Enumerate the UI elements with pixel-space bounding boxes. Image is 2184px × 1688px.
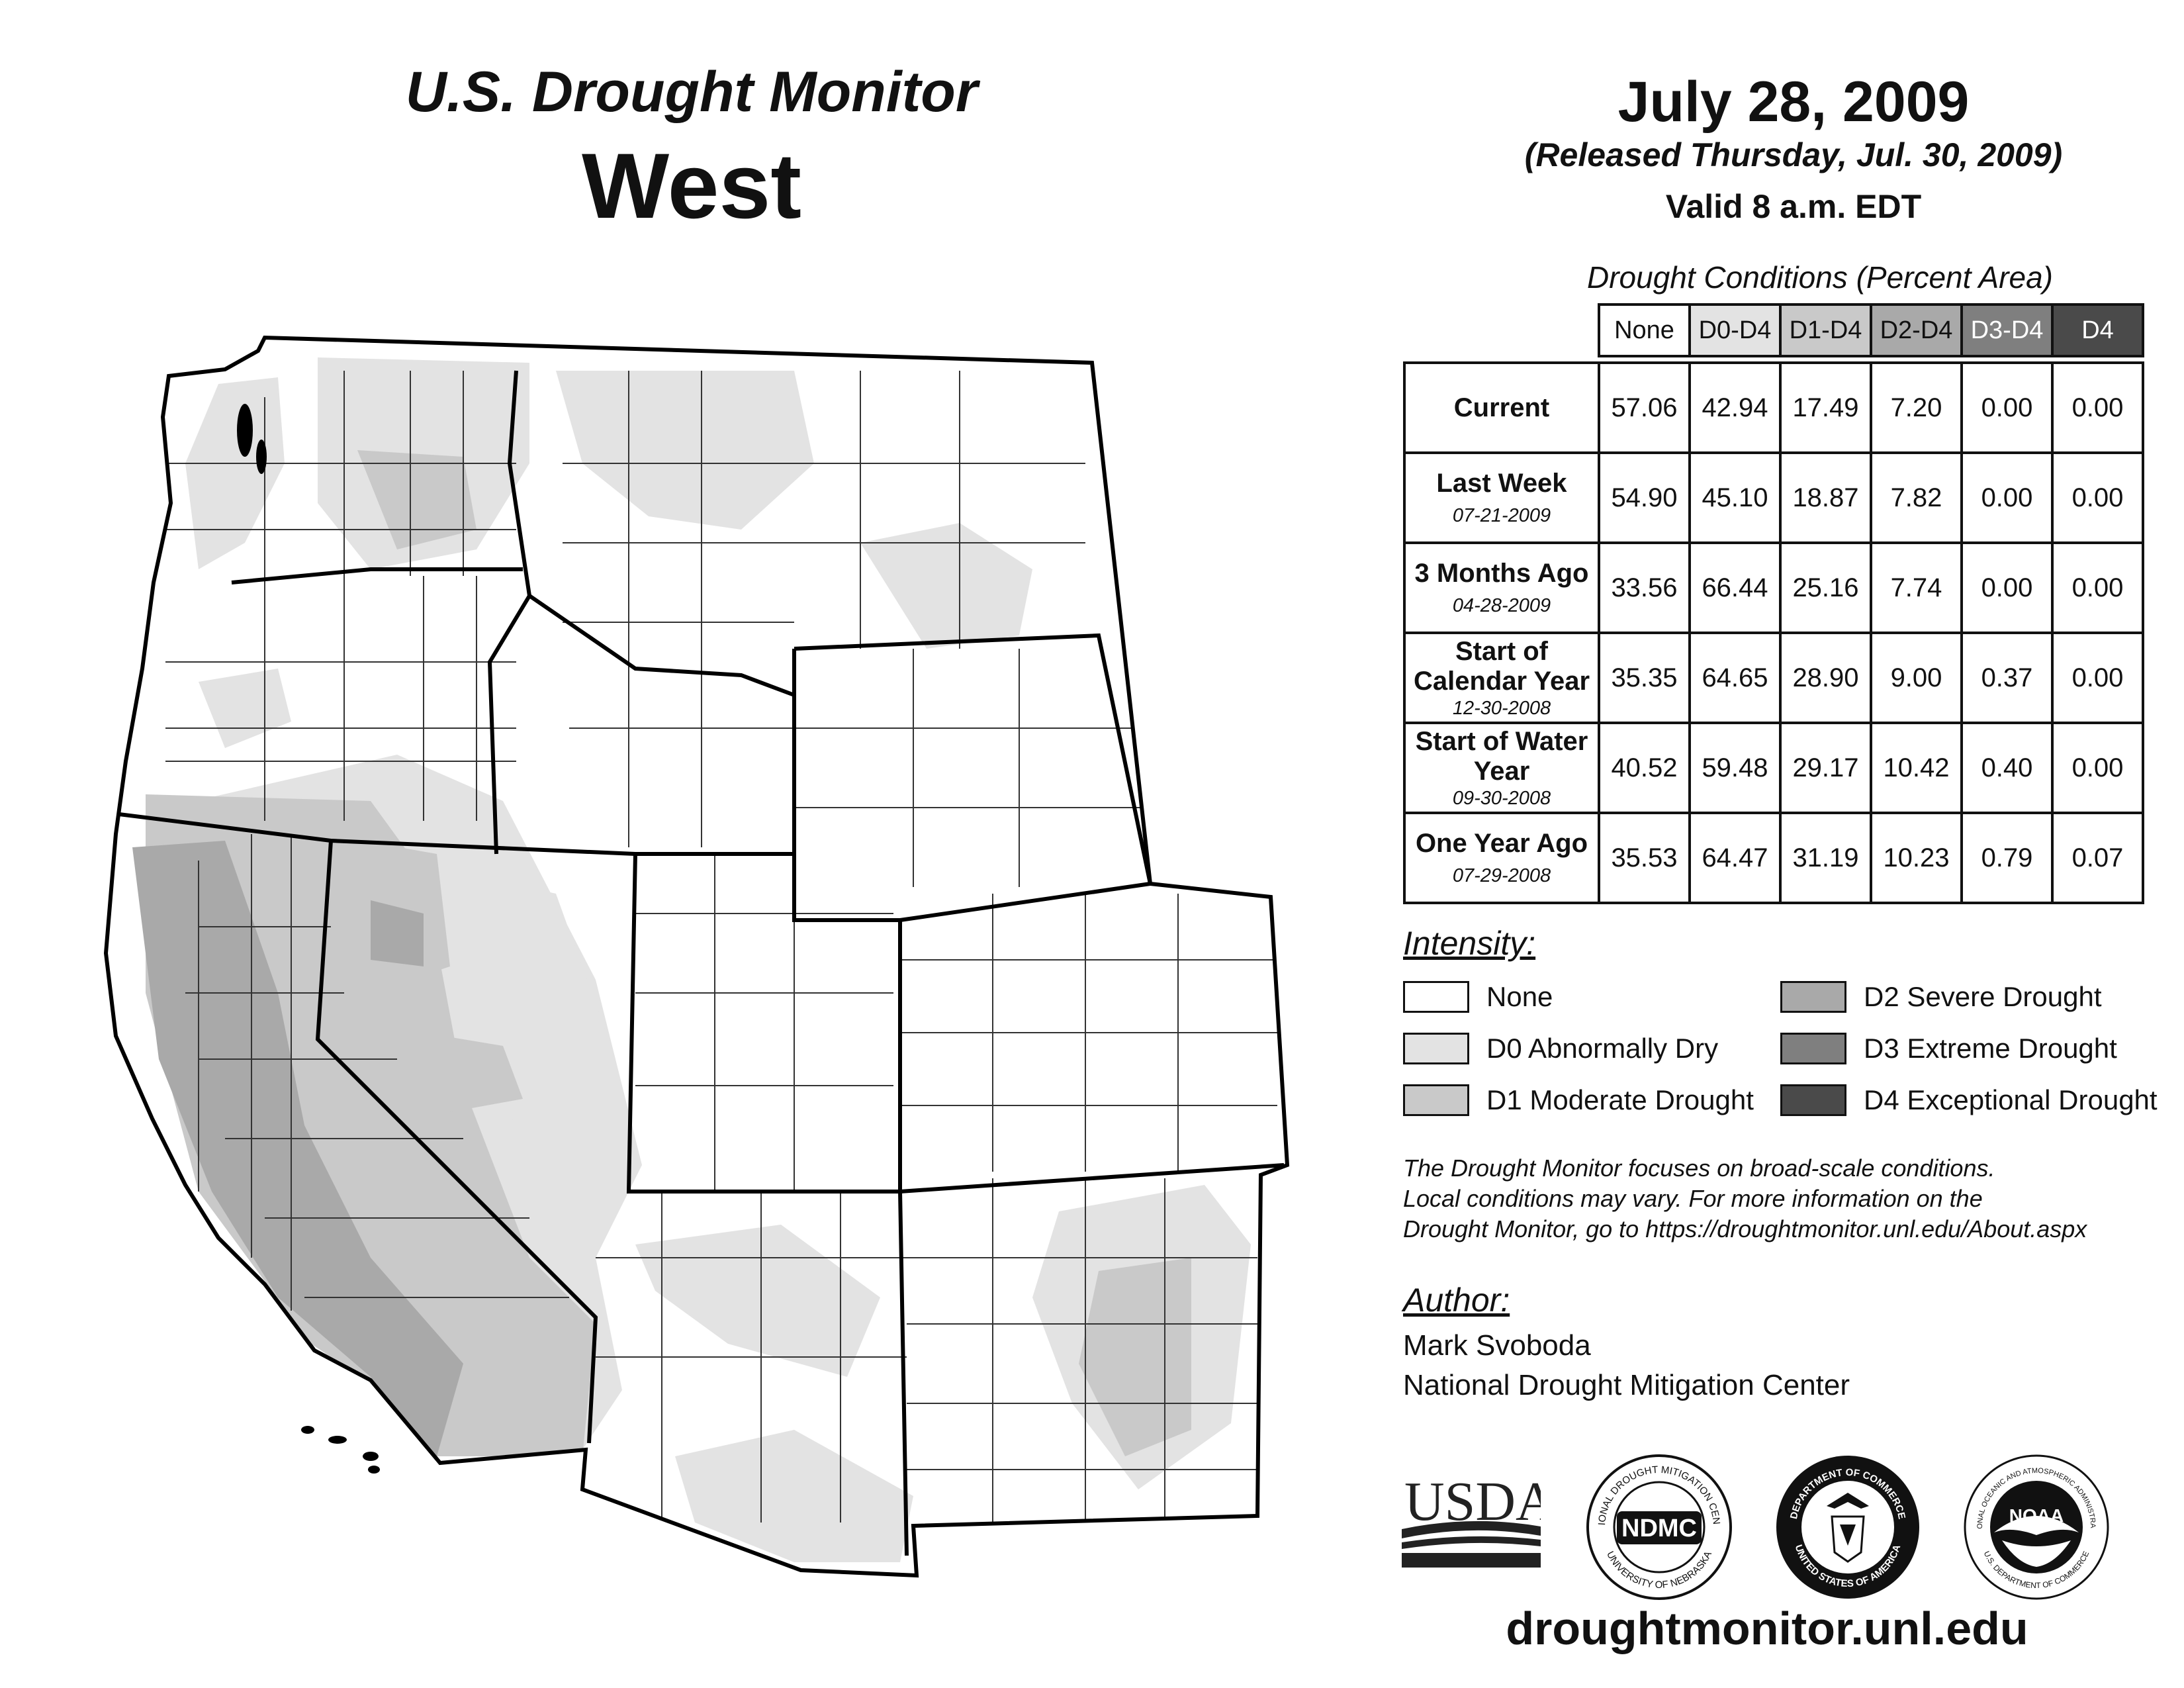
- cell: 0.40: [1960, 722, 2054, 814]
- col-header: D4: [2051, 303, 2144, 357]
- drought-conditions-table: None D0-D4 D1-D4 D2-D4 D3-D4 D4 Current …: [1403, 303, 2144, 904]
- row-label: Current: [1403, 361, 1600, 454]
- cell: 17.49: [1779, 361, 1872, 454]
- cell: 54.90: [1598, 451, 1691, 544]
- map-date: July 28, 2009: [1617, 70, 1970, 134]
- legend-swatch: [1403, 981, 1469, 1013]
- cell: 7.82: [1870, 451, 1963, 544]
- col-header: D1-D4: [1779, 303, 1872, 357]
- cell: 9.00: [1870, 632, 1963, 724]
- disclaimer-text: The Drought Monitor focuses on broad-sca…: [1403, 1154, 2087, 1243]
- usda-logo: USDA: [1402, 1471, 1541, 1568]
- table-row: Start of Calendar Year 12-30-2008 35.35 6…: [1403, 632, 2144, 724]
- cell: 0.00: [2051, 361, 2144, 454]
- author-name: Mark Svoboda: [1403, 1329, 1591, 1362]
- cell: 57.06: [1598, 361, 1691, 454]
- table-row: Start of Water Year 09-30-2008 40.52 59.4…: [1403, 722, 2144, 814]
- state-boundaries: [103, 335, 1290, 1578]
- legend-item-d2: D2 Severe Drought: [1780, 980, 2102, 1014]
- noaa-logo-text: NOAA: [2009, 1505, 2064, 1526]
- cell: 10.23: [1870, 812, 1963, 904]
- row-label: 3 Months Ago 04-28-2009: [1403, 541, 1600, 634]
- cell: 66.44: [1688, 541, 1782, 634]
- cell: 0.00: [2051, 632, 2144, 724]
- row-label: Last Week 07-21-2009: [1403, 451, 1600, 544]
- cell: 0.07: [2051, 812, 2144, 904]
- table-row: Current 57.06 42.94 17.49 7.20 0.00 0.00: [1403, 361, 2144, 454]
- cell: 0.00: [1960, 361, 2054, 454]
- cell: 0.00: [2051, 722, 2144, 814]
- col-header: D3-D4: [1960, 303, 2054, 357]
- table-row: One Year Ago 07-29-2008 35.53 64.47 31.19…: [1403, 812, 2144, 904]
- cell: 40.52: [1598, 722, 1691, 814]
- cell: 35.53: [1598, 812, 1691, 904]
- cell: 64.47: [1688, 812, 1782, 904]
- legend-title: Intensity:: [1403, 925, 1536, 962]
- coastal-islands: [237, 404, 380, 1474]
- cell: 28.90: [1779, 632, 1872, 724]
- cell: 45.10: [1688, 451, 1782, 544]
- legend-item-d4: D4 Exceptional Drought: [1780, 1083, 2158, 1117]
- table-row: 3 Months Ago 04-28-2009 33.56 66.44 25.16…: [1403, 541, 2144, 634]
- legend-swatch: [1780, 1084, 1846, 1116]
- row-label: Start of Calendar Year 12-30-2008: [1403, 632, 1600, 724]
- cell: 18.87: [1779, 451, 1872, 544]
- cell: 0.37: [1960, 632, 2054, 724]
- legend-swatch: [1403, 1033, 1469, 1064]
- d2-areas: [132, 841, 463, 1456]
- commerce-logo: DEPARTMENT OF COMMERCE UNITED STATES OF …: [1776, 1456, 1919, 1599]
- cell: 59.48: [1688, 722, 1782, 814]
- table-caption: Drought Conditions (Percent Area): [1587, 260, 2053, 295]
- row-label: Start of Water Year 09-30-2008: [1403, 722, 1600, 814]
- legend-item-d3: D3 Extreme Drought: [1780, 1031, 2117, 1066]
- legend-swatch: [1403, 1084, 1469, 1116]
- cell: 0.00: [2051, 451, 2144, 544]
- cell: 42.94: [1688, 361, 1782, 454]
- author-org: National Drought Mitigation Center: [1403, 1369, 1850, 1401]
- cell: 25.16: [1779, 541, 1872, 634]
- cell: 29.17: [1779, 722, 1872, 814]
- map-title: U.S. Drought Monitor: [405, 60, 978, 124]
- cell: 7.20: [1870, 361, 1963, 454]
- release-date: (Released Thursday, Jul. 30, 2009): [1524, 136, 2063, 173]
- cell: 7.74: [1870, 541, 1963, 634]
- legend-swatch: [1780, 1033, 1846, 1064]
- legend-item-d1: D1 Moderate Drought: [1403, 1083, 1754, 1117]
- cell: 33.56: [1598, 541, 1691, 634]
- author-title: Author:: [1403, 1282, 1510, 1319]
- ndmc-logo: NATIONAL DROUGHT MITIGATION CENTER UNIVE…: [1585, 1453, 1732, 1600]
- cell: 10.42: [1870, 722, 1963, 814]
- table-header-row: None D0-D4 D1-D4 D2-D4 D3-D4 D4: [1404, 303, 2144, 357]
- header-blank: [1404, 305, 1600, 356]
- cell: 31.19: [1779, 812, 1872, 904]
- cell: 0.00: [2051, 541, 2144, 634]
- cell: 64.65: [1688, 632, 1782, 724]
- col-header: D2-D4: [1870, 303, 1963, 357]
- col-header: None: [1598, 303, 1691, 357]
- cell: 0.00: [1960, 541, 2054, 634]
- cell: 0.79: [1960, 812, 2054, 904]
- valid-time: Valid 8 a.m. EDT: [1665, 188, 1922, 225]
- drought-shading: [132, 357, 1251, 1562]
- legend-swatch: [1780, 981, 1846, 1013]
- noaa-logo: NATIONAL OCEANIC AND ATMOSPHERIC ADMINIS…: [1962, 1453, 2109, 1600]
- table-row: Last Week 07-21-2009 54.90 45.10 18.87 7.…: [1403, 451, 2144, 544]
- legend-item-d0: D0 Abnormally Dry: [1403, 1031, 1718, 1066]
- region-title: West: [582, 134, 801, 238]
- row-label: One Year Ago 07-29-2008: [1403, 812, 1600, 904]
- drought-map: [103, 335, 1290, 1578]
- ndmc-logo-text: NDMC: [1621, 1515, 1697, 1542]
- website-link[interactable]: droughtmonitor.unl.edu: [1506, 1603, 2028, 1654]
- legend-item-none: None: [1403, 980, 1553, 1014]
- cell: 35.35: [1598, 632, 1691, 724]
- cell: 0.00: [1960, 451, 2054, 544]
- col-header: D0-D4: [1688, 303, 1782, 357]
- county-lines: [165, 371, 1277, 1523]
